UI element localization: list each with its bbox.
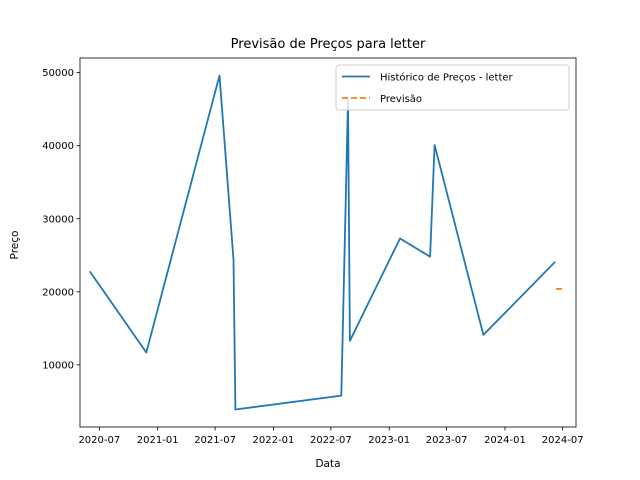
series-line-history bbox=[89, 74, 556, 411]
legend-label-history: Histórico de Preços - letter bbox=[380, 72, 514, 84]
y-axis-label: Preço bbox=[9, 231, 21, 260]
x-axis-label: Data bbox=[315, 458, 340, 470]
x-tick-label: 2024-01 bbox=[484, 435, 526, 446]
y-tick-label: 30000 bbox=[42, 214, 74, 225]
chart-title: Previsão de Preços para letter bbox=[231, 37, 426, 52]
x-tick-label: 2021-01 bbox=[137, 435, 179, 446]
x-tick-label: 2021-07 bbox=[194, 435, 236, 446]
x-tick-label: 2024-07 bbox=[542, 435, 584, 446]
x-tick-label: 2022-01 bbox=[253, 435, 295, 446]
x-tick-label: 2023-01 bbox=[368, 435, 410, 446]
x-axis-ticks: 2020-07 2021-01 2021-07 2022-01 2022-07 2023-… bbox=[78, 427, 584, 446]
x-tick-label: 2023-07 bbox=[426, 435, 468, 446]
x-tick-label: 2020-07 bbox=[78, 435, 120, 446]
plot-frame bbox=[79, 57, 577, 428]
legend-label-forecast: Previsão bbox=[380, 94, 422, 105]
y-tick-label: 50000 bbox=[42, 68, 74, 79]
y-tick-label: 10000 bbox=[42, 360, 74, 371]
plot-area bbox=[79, 57, 577, 428]
legend-box bbox=[335, 64, 570, 111]
y-tick-label: 20000 bbox=[42, 287, 74, 298]
x-tick-label: 2022-07 bbox=[310, 435, 352, 446]
y-tick-label: 40000 bbox=[42, 141, 74, 152]
y-axis-ticks: 10000 20000 30000 40000 50000 bbox=[42, 68, 80, 371]
legend: Histórico de Preços - letter Previsão bbox=[335, 64, 570, 111]
